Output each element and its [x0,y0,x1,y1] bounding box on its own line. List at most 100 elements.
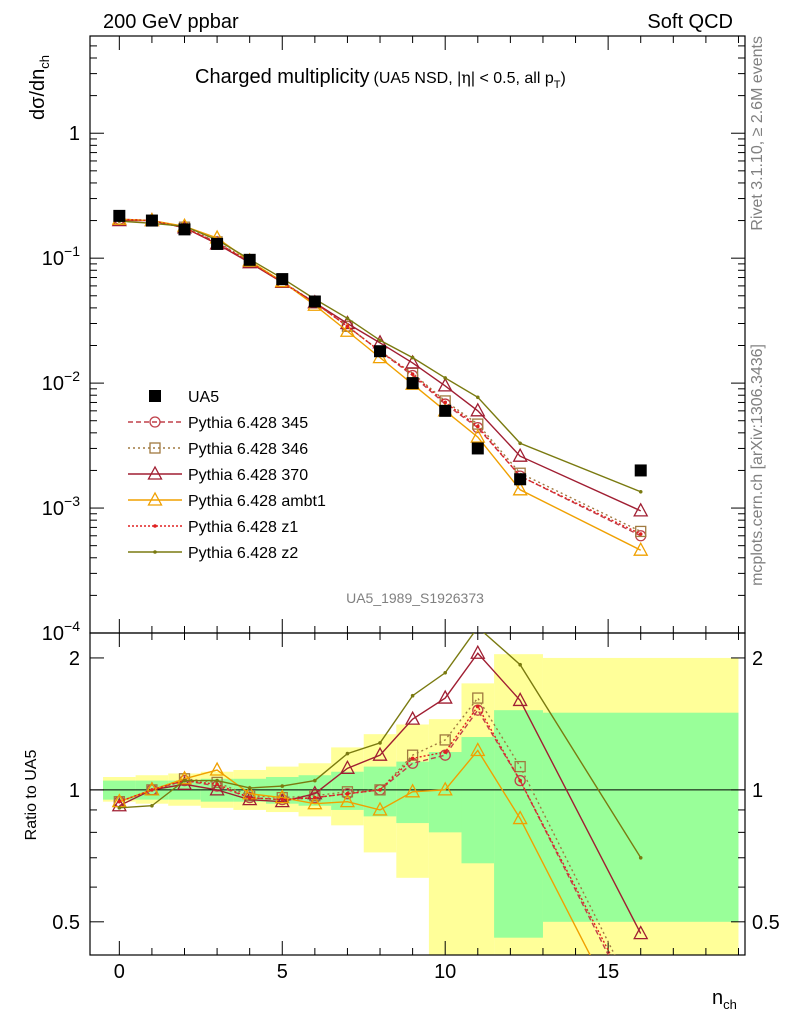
data-point [514,473,527,486]
legend-label: Pythia 6.428 z1 [188,519,298,536]
series-point [518,441,522,446]
series-point [475,424,480,429]
series-point [410,372,415,376]
ratio-point [209,781,225,796]
legend-marker [149,390,161,402]
ratio-point [638,855,643,860]
series-line [119,218,642,533]
ratio-point [410,693,415,698]
header-right: Soft QCD [647,11,733,33]
series-point [378,338,382,343]
ratio-point [339,793,356,808]
series-point [339,322,356,337]
y-tick-label: 10−3 [42,493,80,520]
ratio-point [150,788,154,792]
y-tick-label: 10−4 [42,618,80,645]
y-tick-label: 10−2 [42,368,80,395]
ratio-point [439,749,451,761]
ratio-point [117,806,122,810]
legend-label: Pythia 6.428 ambt1 [188,493,326,510]
ratio-point [472,692,484,704]
data-point [113,209,126,222]
legend-label: Pythia 6.428 345 [188,415,308,432]
x-tick-label: 10 [434,961,456,983]
series-point [470,428,486,443]
ratio-point [378,741,382,745]
ratio-point [345,791,350,796]
data-point [243,253,256,266]
plot-id-label: UA5_1989_S1926373 [346,590,484,606]
ratio-point [514,760,526,773]
ratio-line [119,696,616,955]
ratio-point [437,689,453,704]
series-point [512,481,528,496]
y-axis-label: dσ/dnch [27,55,52,120]
ratio-point [111,797,127,812]
green-band [428,752,462,833]
ratio-point [372,746,388,761]
ratio-y-tick-label-right: 1 [752,780,763,802]
ratio-point [405,783,421,798]
data-point [406,377,419,390]
bottom-axis-ticks: 0 5 10 15 0.5 0.5 1 1 2 2 [52,632,780,983]
ratio-point [636,1002,646,1012]
legend-marker [147,491,163,506]
ratio-point [313,795,317,800]
ratio-point [374,784,386,796]
series-point [443,400,447,405]
x-axis-label: nch [712,987,737,1012]
legend-label: Pythia 6.428 346 [188,441,308,458]
top-axis-ticks: 10−4 10−3 10−2 10−1 1 [42,35,746,645]
ratio-point [215,782,219,787]
ratio-point [339,759,356,774]
data-point [145,214,158,227]
data-point [471,442,484,455]
ratio-y-tick-label: 2 [69,648,80,670]
ratio-y-axis-label: Ratio to UA5 [23,750,40,841]
data-point [276,273,289,286]
legend-marker [149,442,161,454]
ratio-y-tick-label-right: 2 [752,648,763,670]
ratio-point [470,742,486,757]
series-point [635,525,647,538]
ratio-point [150,803,154,808]
data-point [439,404,452,417]
series-line [119,218,642,535]
ratio-point [144,781,160,796]
series-point [633,541,649,556]
ratio-line [119,749,591,955]
ratio-point [280,784,285,788]
ratio-point [117,799,122,804]
ratio-point [405,710,421,725]
series-point [410,355,415,360]
series-point [345,316,350,321]
ratio-point [443,670,447,675]
bottom-series-group [111,633,649,1012]
ratio-point [247,795,252,800]
y-tick-label: 10−1 [42,243,80,270]
x-tick-label: 15 [597,961,619,983]
header-left: 200 GeV ppbar [103,11,239,33]
ratio-point [280,797,285,802]
ratio-point [274,789,290,804]
ratio-point [512,692,528,707]
series-point [470,402,486,417]
data-point [211,237,224,250]
ratio-uncertainty-bands [103,654,739,955]
mcplots-label: mcplots.cern.ch [arXiv:1306.3436] [749,344,766,586]
ratio-point [182,778,187,783]
series-point [339,315,356,330]
top-frame [89,35,746,634]
ratio-point [313,778,317,783]
legend-marker [149,416,161,428]
series-point [345,324,350,329]
series-point [638,489,643,494]
series-line [119,218,642,537]
green-band [542,712,739,922]
ratio-point [406,749,419,761]
series-point [437,377,453,392]
data-point [634,464,647,477]
series-point [633,502,649,517]
series-point [405,354,421,369]
ratio-point [215,778,219,783]
